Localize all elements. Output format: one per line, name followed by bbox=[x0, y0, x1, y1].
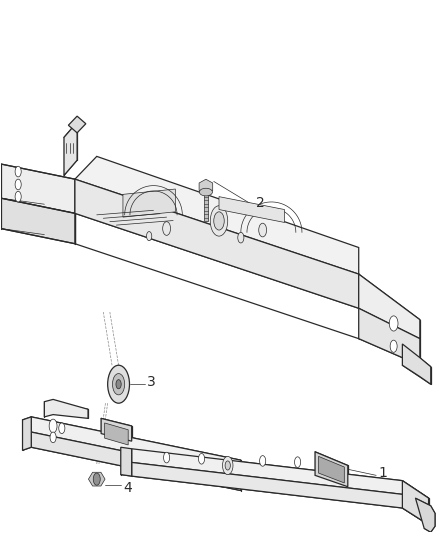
Circle shape bbox=[294, 457, 300, 467]
Circle shape bbox=[163, 453, 170, 463]
Polygon shape bbox=[121, 447, 132, 476]
Polygon shape bbox=[199, 179, 213, 194]
Circle shape bbox=[59, 423, 65, 433]
Ellipse shape bbox=[199, 188, 212, 196]
Polygon shape bbox=[1, 198, 75, 244]
Circle shape bbox=[15, 191, 21, 202]
Circle shape bbox=[389, 316, 398, 331]
Circle shape bbox=[93, 473, 100, 485]
Polygon shape bbox=[75, 179, 359, 308]
Circle shape bbox=[210, 206, 228, 236]
Polygon shape bbox=[68, 116, 86, 133]
Polygon shape bbox=[123, 189, 175, 217]
Polygon shape bbox=[101, 418, 132, 441]
Polygon shape bbox=[88, 472, 105, 486]
Polygon shape bbox=[359, 308, 420, 365]
Circle shape bbox=[238, 232, 244, 243]
Circle shape bbox=[147, 231, 152, 241]
Polygon shape bbox=[416, 498, 435, 532]
Circle shape bbox=[198, 454, 205, 464]
Polygon shape bbox=[359, 274, 420, 338]
Polygon shape bbox=[22, 417, 31, 450]
Polygon shape bbox=[64, 122, 77, 175]
Circle shape bbox=[108, 365, 130, 403]
Polygon shape bbox=[403, 481, 428, 524]
Circle shape bbox=[50, 432, 56, 443]
Polygon shape bbox=[403, 344, 431, 384]
Circle shape bbox=[49, 419, 57, 433]
Circle shape bbox=[15, 166, 21, 177]
Circle shape bbox=[162, 222, 170, 236]
Polygon shape bbox=[132, 449, 428, 511]
Polygon shape bbox=[315, 452, 348, 487]
Text: 1: 1 bbox=[378, 466, 387, 480]
Polygon shape bbox=[31, 417, 241, 475]
Circle shape bbox=[390, 340, 397, 352]
Circle shape bbox=[259, 223, 267, 237]
Text: 3: 3 bbox=[147, 375, 156, 389]
Polygon shape bbox=[105, 423, 128, 445]
Polygon shape bbox=[75, 156, 359, 274]
Circle shape bbox=[260, 456, 266, 466]
Text: 2: 2 bbox=[256, 197, 265, 211]
Polygon shape bbox=[204, 192, 208, 221]
Polygon shape bbox=[132, 463, 428, 524]
Text: 4: 4 bbox=[123, 481, 132, 495]
Polygon shape bbox=[1, 164, 75, 213]
Circle shape bbox=[113, 374, 125, 395]
Circle shape bbox=[214, 212, 224, 230]
Polygon shape bbox=[219, 197, 285, 222]
Polygon shape bbox=[44, 399, 88, 418]
Circle shape bbox=[223, 456, 233, 474]
Circle shape bbox=[15, 179, 21, 190]
Polygon shape bbox=[31, 432, 241, 490]
Polygon shape bbox=[318, 456, 344, 483]
Circle shape bbox=[225, 461, 230, 470]
Circle shape bbox=[116, 379, 121, 389]
